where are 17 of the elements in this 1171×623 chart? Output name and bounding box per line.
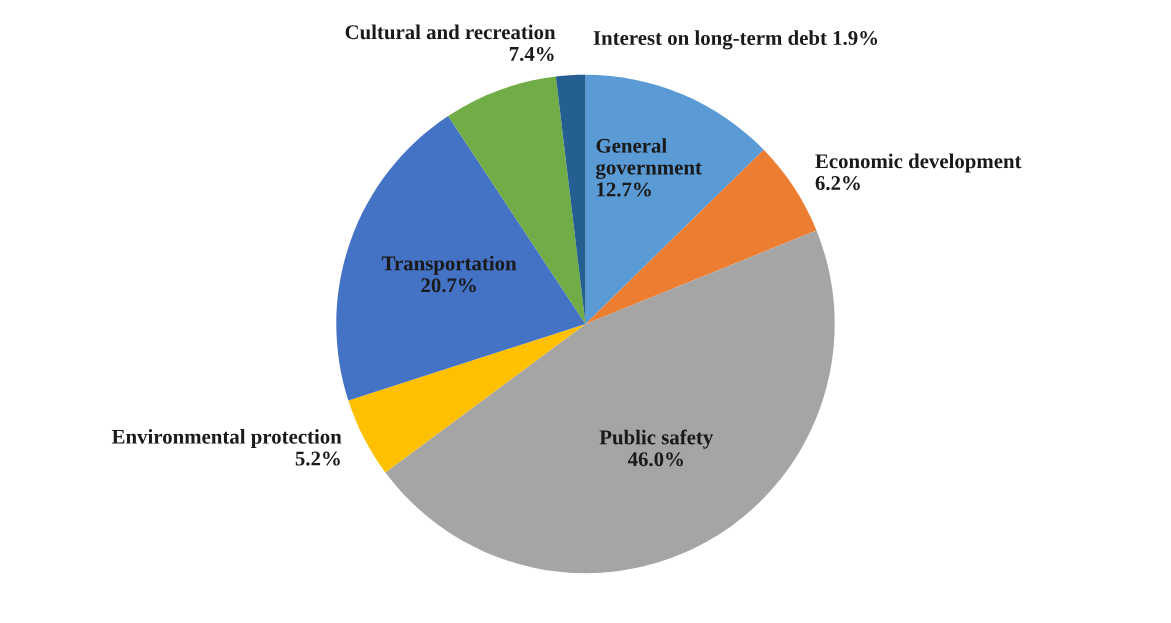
data-label: 12.7% [597, 182, 651, 197]
slice-label: Cultural and recreation [345, 24, 556, 40]
slice-label: General government [596, 138, 702, 179]
slice-label: Transportation [381, 255, 517, 275]
slice-label: Environmental protection [111, 429, 342, 448]
slice-label: Public safety [599, 429, 714, 449]
slice-label: Interest on long-term debt 1.9% [593, 30, 878, 50]
data-label: 20.7% [421, 278, 476, 293]
data-label: 7.4% [509, 46, 554, 62]
pie-slice [585, 74, 764, 324]
data-label: 5.2% [295, 451, 340, 466]
pie-slice [555, 74, 586, 324]
data-label: 6.2% [815, 176, 860, 191]
data-label: 46.0% [627, 452, 683, 467]
pie-slice [336, 116, 586, 401]
pie-slice [348, 323, 586, 473]
slice-label: Economic development [815, 153, 1022, 173]
